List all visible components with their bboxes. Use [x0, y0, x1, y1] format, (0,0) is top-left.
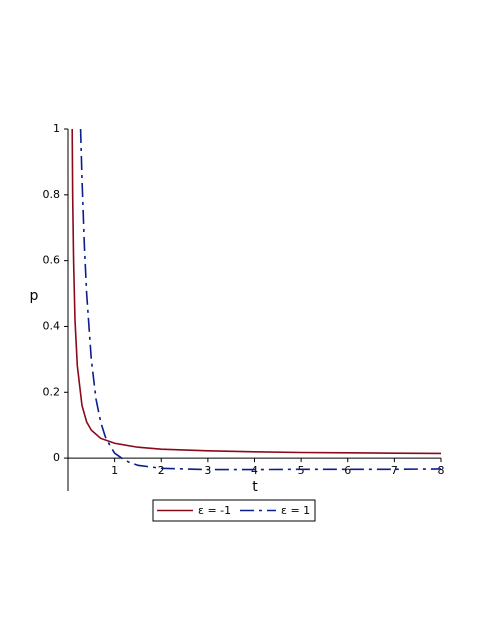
x-tick-label: 3: [204, 464, 211, 477]
x-tick-label: 8: [438, 464, 445, 477]
series-line: [79, 128, 442, 471]
y-tick-label: 0.2: [43, 385, 61, 398]
x-tick-label: 6: [344, 464, 351, 477]
series-line: [71, 128, 442, 455]
x-tick-label: 7: [391, 464, 398, 477]
x-tick-label: 2: [158, 464, 165, 477]
x-tick-label: 5: [298, 464, 305, 477]
legend-label: ε = -1: [198, 504, 231, 517]
legend-label: ε = 1: [281, 504, 310, 517]
y-tick-label: 0: [53, 451, 60, 464]
x-tick-label: 1: [111, 464, 118, 477]
y-axis-title: p: [30, 288, 39, 304]
y-tick-label: 0.4: [43, 319, 61, 332]
x-tick-label: 4: [251, 464, 258, 477]
y-tick-label: 0.6: [43, 254, 61, 267]
legend-box: [152, 499, 316, 522]
y-tick-label: 1: [53, 122, 60, 135]
x-axis-title: t: [252, 479, 258, 495]
y-tick-label: 0.8: [43, 188, 61, 201]
